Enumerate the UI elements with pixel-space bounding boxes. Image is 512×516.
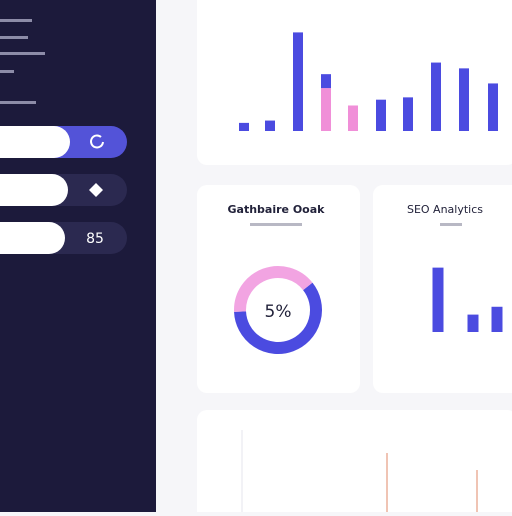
text-line [0, 70, 14, 73]
bar [321, 74, 331, 89]
sidebar-text-lines [0, 19, 45, 104]
bar [403, 97, 413, 131]
card-title: SEO Analytics [407, 203, 483, 216]
sidebar-button[interactable] [0, 126, 127, 158]
bar [321, 88, 331, 131]
refresh-icon [90, 134, 104, 149]
bar [488, 83, 498, 131]
bar [467, 314, 479, 332]
subtitle-line [440, 223, 462, 226]
button-pill [0, 222, 65, 254]
bar [431, 62, 441, 132]
bar [293, 32, 303, 131]
card [197, 410, 512, 516]
button-label: 85 [86, 231, 104, 247]
sidebar-button[interactable]: 85 [0, 222, 127, 254]
bar [239, 122, 249, 131]
subtitle-line [250, 223, 302, 226]
donut-segment [234, 282, 322, 354]
donut-label: 5% [265, 302, 292, 322]
diamond-icon [89, 183, 103, 197]
donut-segment [234, 266, 313, 312]
card [197, 185, 360, 393]
bar [265, 120, 275, 131]
bar [432, 267, 444, 332]
bar [459, 68, 469, 131]
sidebar-button[interactable] [0, 174, 127, 206]
button-pill [0, 126, 70, 158]
text-line [0, 36, 28, 39]
button-pill [0, 174, 68, 206]
card-title: Gathbaire Ooak [228, 203, 326, 216]
text-line [0, 52, 45, 55]
sidebar [0, 0, 156, 512]
bar [491, 306, 503, 332]
text-line [0, 19, 32, 22]
text-line [0, 101, 36, 104]
bar [376, 99, 386, 131]
bar [348, 105, 358, 131]
